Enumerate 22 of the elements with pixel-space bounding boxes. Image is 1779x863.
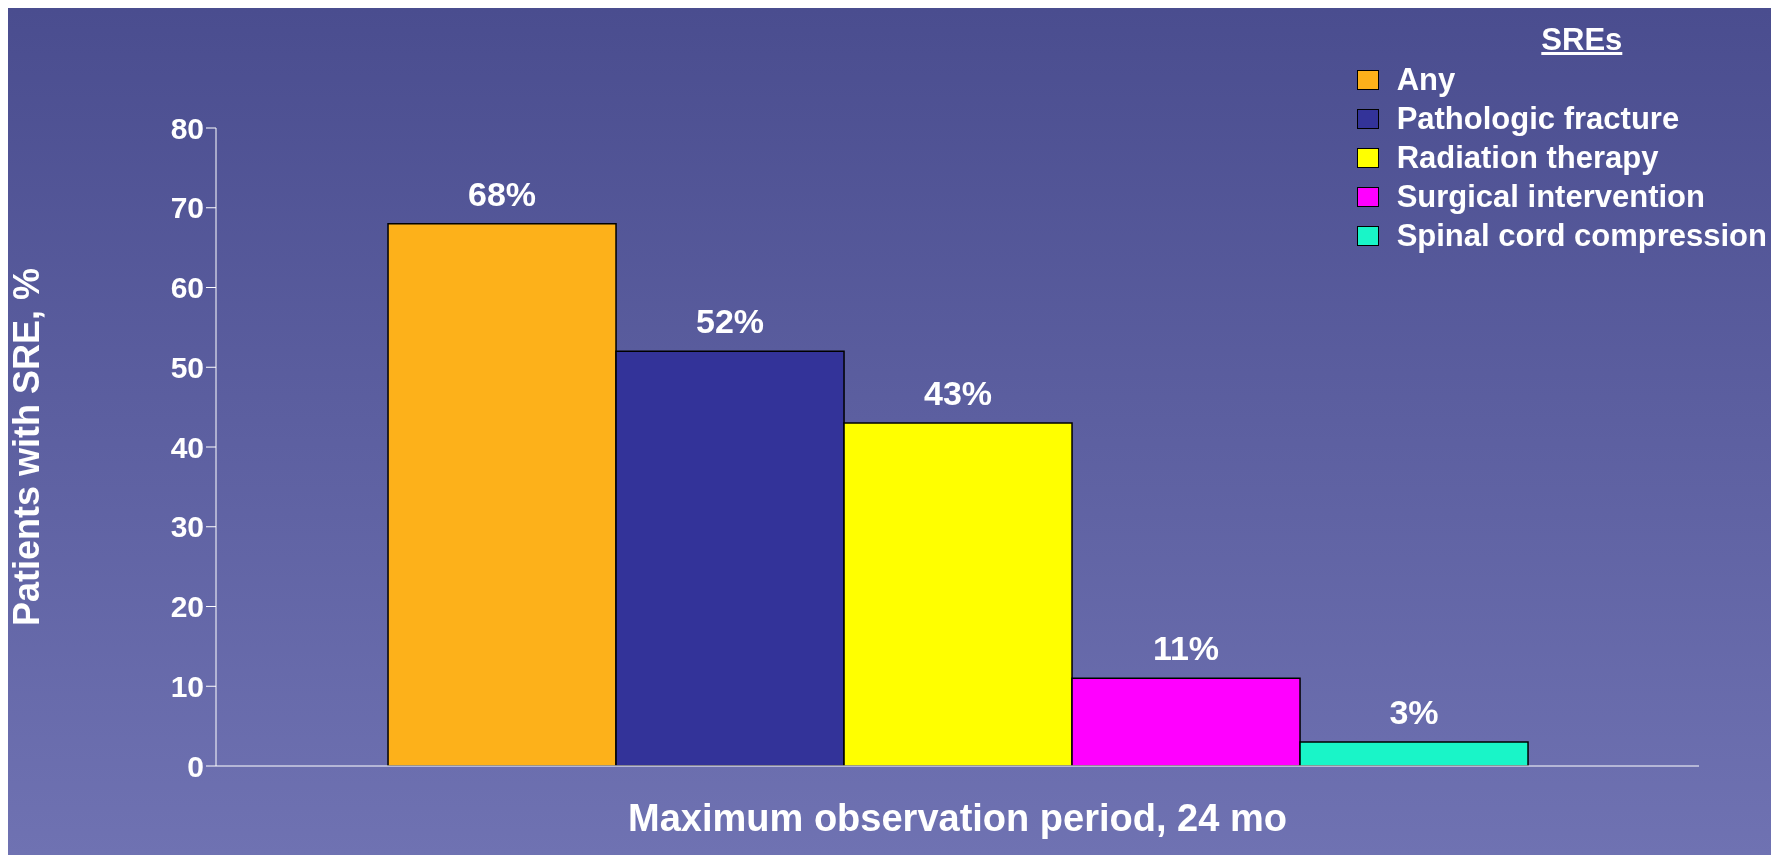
- y-tick-label: 30: [170, 510, 204, 544]
- y-tick-label: 0: [187, 749, 204, 783]
- y-tick-label: 40: [170, 430, 204, 464]
- y-tick-label: 70: [170, 191, 204, 225]
- y-tick-label: 60: [170, 271, 204, 305]
- data-label: 52%: [696, 302, 765, 341]
- x-axis-title: Maximum observation period, 24 mo: [628, 797, 1287, 839]
- y-tick-label: 20: [170, 590, 204, 624]
- y-tick-label: 50: [170, 350, 204, 384]
- legend-label: Any: [1396, 61, 1456, 98]
- y-tick-label: 80: [170, 111, 204, 145]
- legend-title: SREs: [1540, 22, 1624, 58]
- data-label: 43%: [924, 374, 993, 413]
- data-label: 3%: [1389, 693, 1439, 732]
- y-tick-label: 10: [170, 669, 204, 703]
- data-label: 68%: [468, 174, 537, 213]
- legend-label: Radiation therapy: [1396, 139, 1659, 176]
- legend-label: Spinal cord compression: [1396, 217, 1767, 254]
- legend-label: Pathologic fracture: [1396, 100, 1680, 137]
- data-label: 11%: [1152, 629, 1220, 668]
- y-axis-title: Patients with SRE, %: [5, 267, 47, 627]
- legend-label: Surgical intervention: [1396, 178, 1705, 215]
